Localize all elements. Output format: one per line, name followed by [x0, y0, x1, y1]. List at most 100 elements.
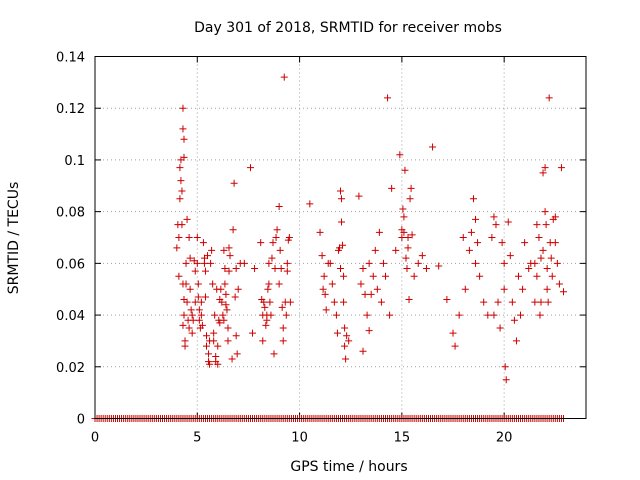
data-point [338, 195, 346, 203]
data-point [414, 259, 422, 267]
data-point [234, 285, 242, 293]
y-tick-label: 0.06 [56, 257, 85, 272]
data-point [410, 272, 418, 280]
x-axis-label: GPS time / hours [290, 459, 407, 475]
data-point [388, 184, 396, 192]
data-point [502, 376, 510, 384]
data-point [232, 265, 240, 273]
data-point [340, 272, 348, 280]
data-point [461, 285, 469, 293]
data-point [500, 285, 508, 293]
data-point [322, 306, 330, 314]
data-point [259, 337, 267, 345]
data-point [210, 337, 218, 345]
x-tick-label: 5 [193, 431, 201, 446]
data-point [226, 252, 234, 260]
data-point [525, 265, 533, 273]
data-point [187, 306, 195, 314]
y-tick-label: 0.04 [56, 309, 85, 324]
data-point [197, 311, 205, 319]
data-point [367, 290, 375, 298]
data-point [225, 244, 233, 252]
data-point [181, 342, 189, 350]
data-point [405, 296, 413, 304]
data-point [451, 342, 459, 350]
data-point [280, 73, 288, 81]
data-point [402, 254, 410, 262]
data-point [316, 228, 324, 236]
data-point [182, 280, 190, 288]
data-point [321, 290, 329, 298]
data-point [206, 360, 214, 368]
data-point [345, 337, 353, 345]
data-point [403, 265, 411, 273]
data-point [229, 226, 237, 234]
data-point [357, 280, 365, 288]
data-point [204, 252, 212, 260]
data-point [319, 285, 327, 293]
data-point [537, 254, 545, 262]
data-point [218, 298, 226, 306]
data-point [180, 311, 188, 319]
data-point [320, 272, 328, 280]
data-point [265, 280, 273, 288]
data-point [498, 239, 506, 247]
data-point [429, 143, 437, 151]
data-point [185, 324, 193, 332]
y-tick-label: 0.14 [56, 51, 85, 66]
data-point [492, 221, 500, 229]
data-point [273, 226, 281, 234]
data-point [183, 298, 191, 306]
data-point [476, 272, 484, 280]
data-point [219, 311, 227, 319]
data-point [277, 265, 285, 273]
data-point [551, 213, 559, 221]
data-point [401, 166, 409, 174]
data-point [228, 355, 236, 363]
data-point [183, 215, 191, 223]
data-point [179, 104, 187, 112]
data-point [209, 280, 217, 288]
data-point [512, 337, 520, 345]
data-point [533, 272, 541, 280]
x-tick-label: 15 [394, 431, 411, 446]
data-point [186, 254, 194, 262]
data-point [246, 164, 254, 172]
chart-title: Day 301 of 2018, SRMTID for receiver mob… [194, 20, 502, 36]
data-point [443, 296, 451, 304]
data-point [208, 246, 216, 254]
data-point [282, 311, 290, 319]
data-point [231, 293, 239, 301]
data-point [382, 272, 390, 280]
data-point [202, 342, 210, 350]
data-point [399, 205, 407, 213]
data-point [272, 234, 280, 241]
data-point [488, 234, 496, 241]
data-point [337, 265, 344, 273]
data-point [193, 234, 201, 241]
data-point [504, 218, 512, 226]
data-point [195, 316, 203, 324]
data-point [182, 259, 190, 267]
data-point [333, 329, 341, 337]
data-point [494, 298, 502, 306]
data-point [539, 246, 547, 254]
data-point [230, 179, 238, 187]
data-point [490, 311, 498, 319]
data-point [544, 298, 552, 306]
data-point [398, 234, 406, 241]
data-point [508, 298, 516, 306]
data-point [176, 164, 184, 172]
data-point [472, 215, 480, 223]
data-point [279, 324, 287, 332]
data-point [212, 352, 220, 360]
data-point [355, 192, 363, 200]
data-point [233, 350, 241, 358]
data-point [177, 177, 185, 185]
data-point [262, 321, 270, 329]
data-point [185, 234, 193, 241]
data-point [548, 272, 556, 280]
data-point [257, 239, 265, 247]
data-point [373, 285, 381, 293]
data-point [359, 347, 367, 355]
